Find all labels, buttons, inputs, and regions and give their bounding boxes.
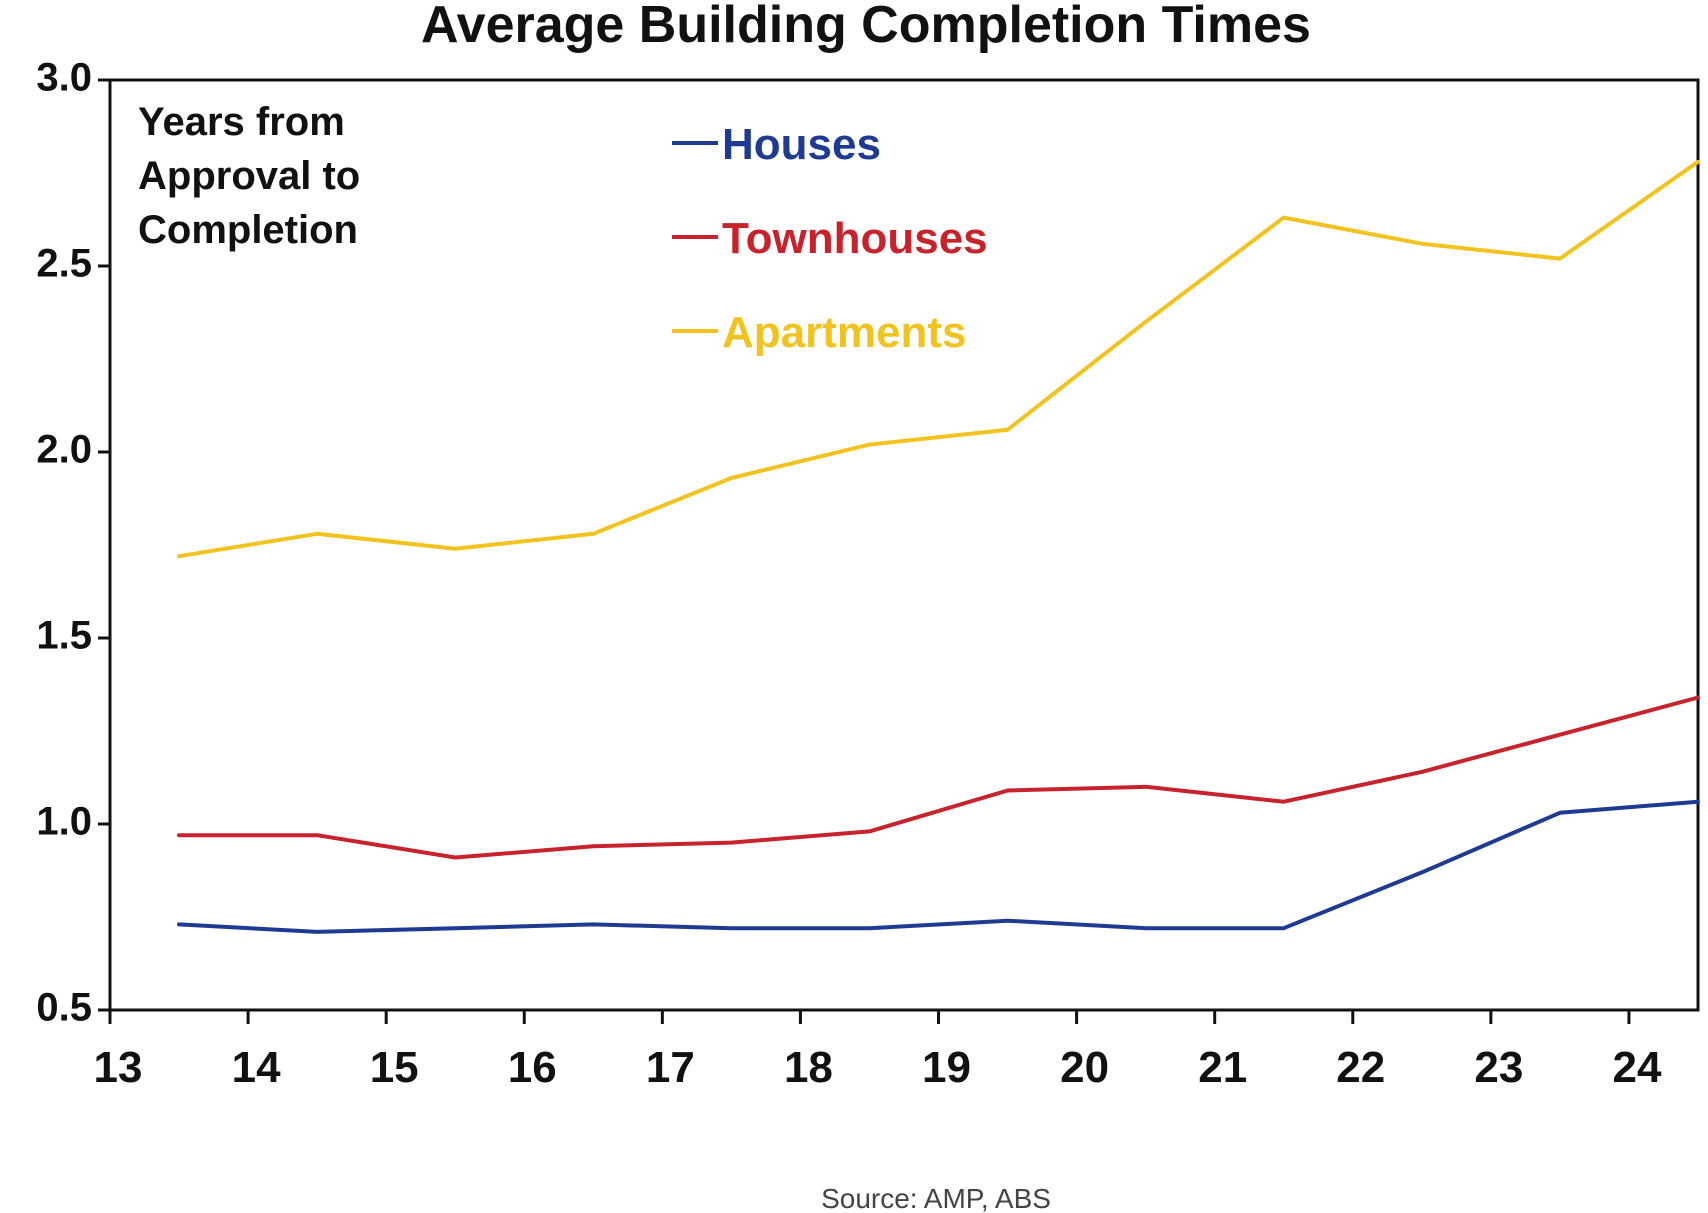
x-tick-label: 17 xyxy=(646,1043,695,1092)
x-tick-label: 16 xyxy=(508,1043,557,1092)
series-line-townhouses xyxy=(177,695,1700,860)
x-tick-label: 23 xyxy=(1474,1043,1523,1092)
annotation-line: Approval to xyxy=(138,154,360,198)
x-tick-label: 21 xyxy=(1198,1043,1247,1092)
chart-title: Average Building Completion Times xyxy=(421,0,1311,54)
y-tick-label: 1.5 xyxy=(36,614,92,658)
annotation-line: Completion xyxy=(138,208,358,252)
y-tick-label: 3.0 xyxy=(36,56,92,100)
x-tick-label: 18 xyxy=(784,1043,833,1092)
x-tick-label: 20 xyxy=(1060,1043,1109,1092)
series-lines xyxy=(177,159,1700,934)
legend-label-houses: Houses xyxy=(722,120,881,169)
annotation-line: Years from xyxy=(138,100,345,144)
legend-label-townhouses: Townhouses xyxy=(722,214,988,263)
source-note: Source: AMP, ABS xyxy=(821,1183,1051,1213)
y-tick-label: 2.5 xyxy=(36,242,92,286)
y-axis: 0.5 1.0 1.5 2.0 2.5 3.0 xyxy=(36,56,110,1030)
axis-unit-annotation: Years from Approval to Completion xyxy=(138,100,360,252)
x-tick-label: 15 xyxy=(370,1043,419,1092)
x-tick-label: 22 xyxy=(1336,1043,1385,1092)
series-line-houses xyxy=(177,799,1700,934)
y-tick-label: 2.0 xyxy=(36,428,92,472)
x-tick-label: 19 xyxy=(922,1043,971,1092)
x-axis: 13 14 15 16 17 18 19 20 21 22 23 24 xyxy=(94,1010,1662,1092)
x-tick-label: 13 xyxy=(94,1043,143,1092)
x-tick-label: 14 xyxy=(232,1043,281,1092)
y-tick-label: 1.0 xyxy=(36,800,92,844)
y-tick-label: 0.5 xyxy=(36,986,92,1030)
plot-area xyxy=(108,78,1700,1012)
x-tick-label: 24 xyxy=(1612,1043,1661,1092)
legend-label-apartments: Apartments xyxy=(722,308,967,357)
series-line-apartments xyxy=(177,159,1700,559)
legend: Houses Townhouses Apartments xyxy=(672,120,988,357)
